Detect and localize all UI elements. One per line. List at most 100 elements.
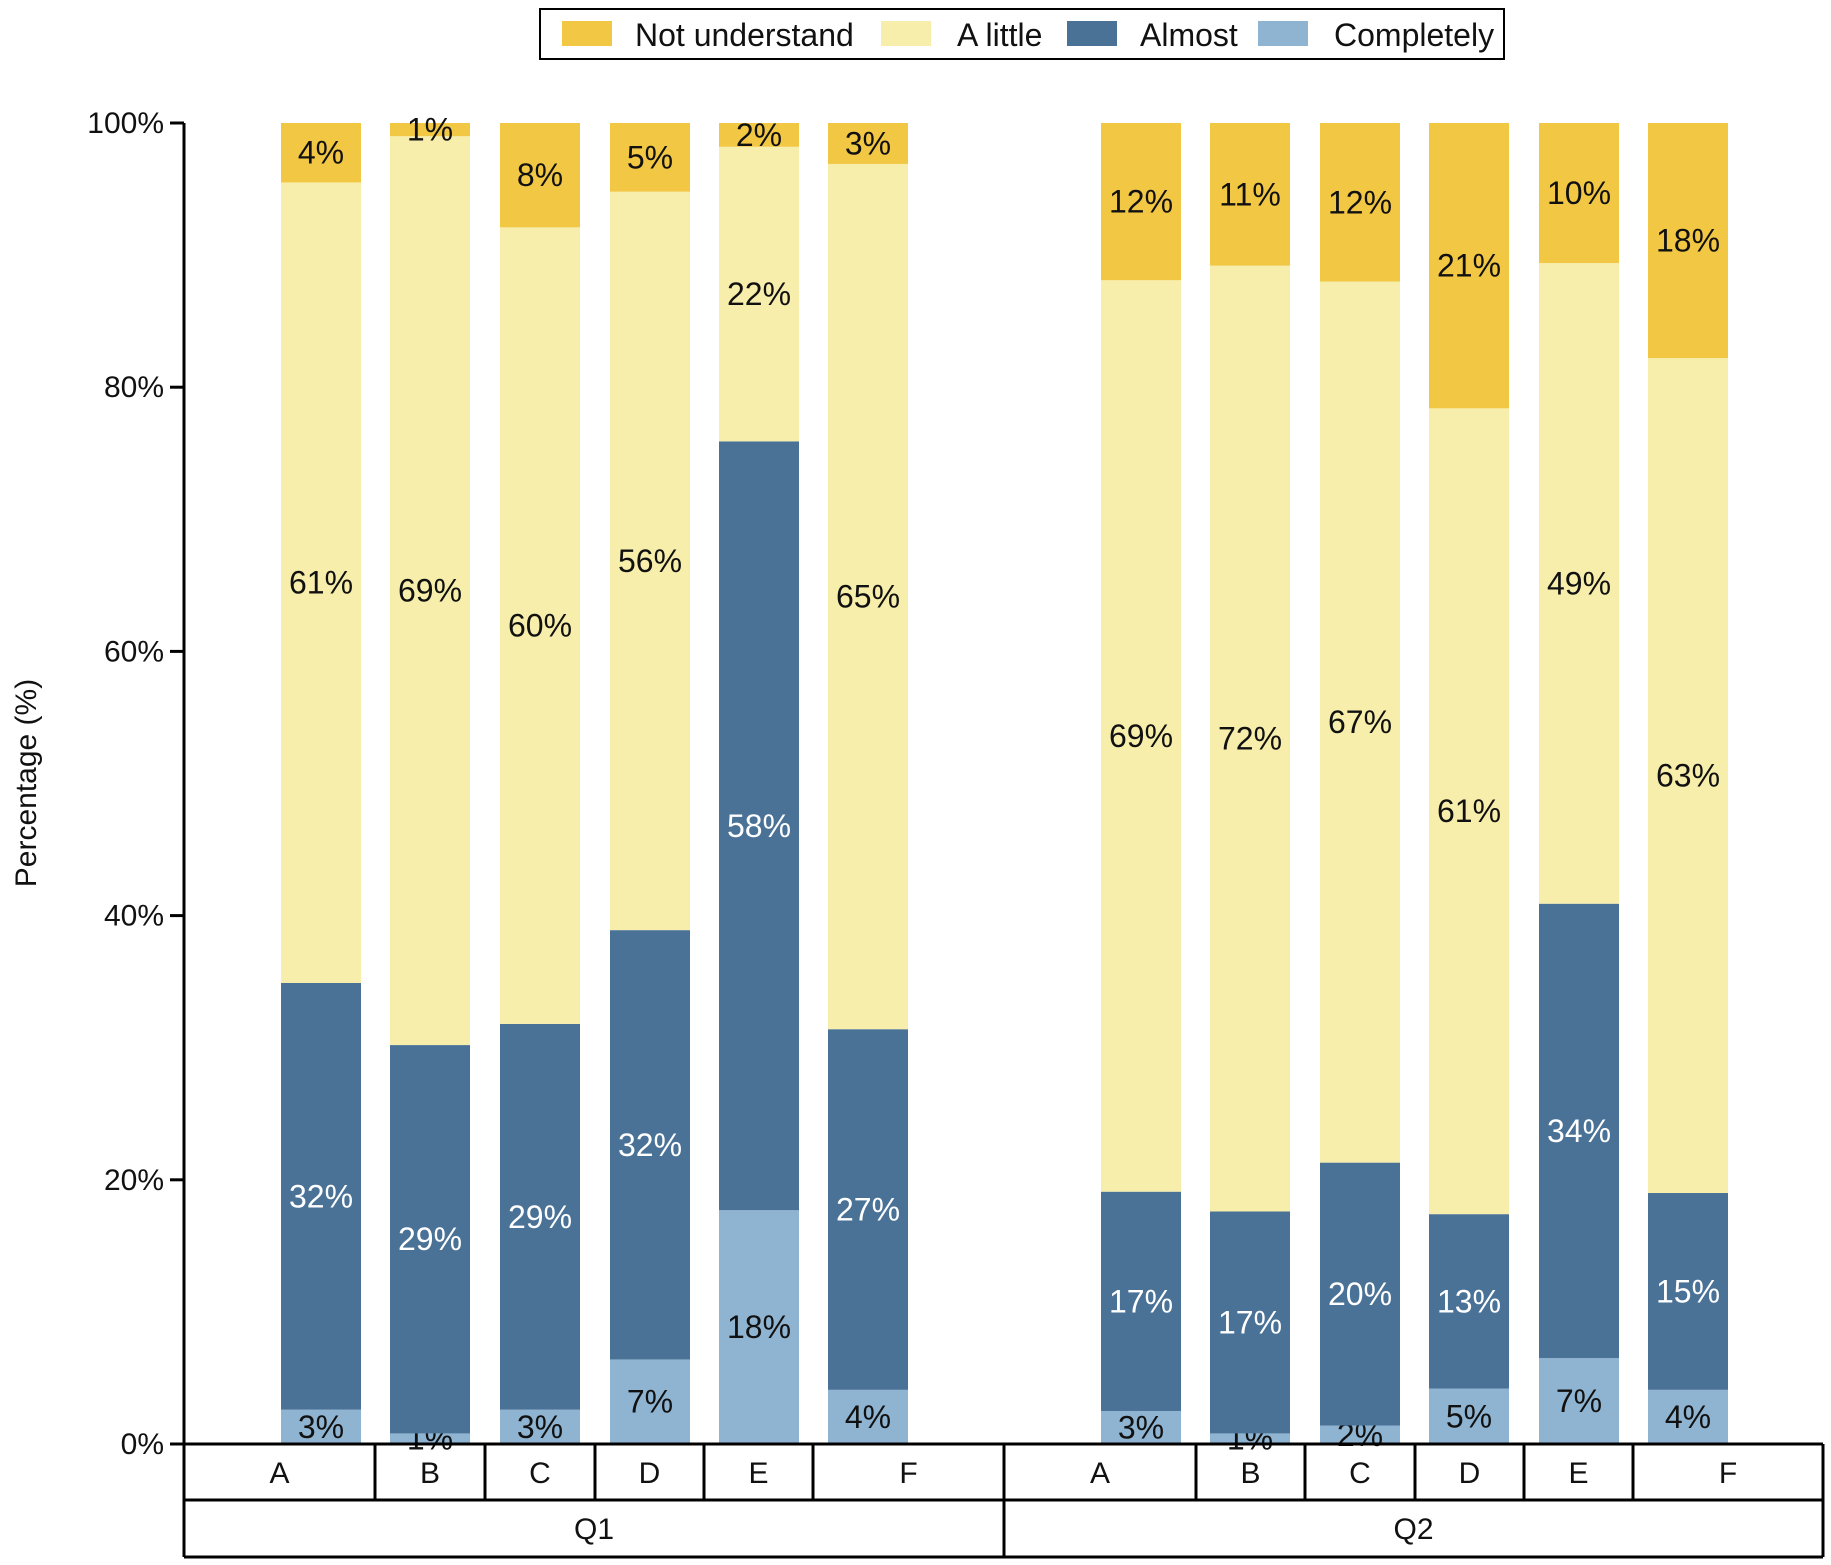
stacked-bar-q2-c: 2%20%67%12% <box>1320 123 1400 1453</box>
bar-segment-almost <box>828 1029 908 1390</box>
data-label: 20% <box>1328 1276 1392 1312</box>
bar-segment-not-understand <box>719 123 799 147</box>
x-axis-category-table: A B C D E F Q1 A B C D E F Q2 <box>182 1442 1825 1559</box>
data-label: 1% <box>407 112 453 148</box>
category-label: E <box>748 1457 768 1490</box>
legend-label: Almost <box>1140 17 1238 53</box>
bar-segment-a-little <box>828 163 908 1030</box>
data-label: 22% <box>727 276 791 312</box>
bar-segment-almost <box>1648 1193 1728 1390</box>
legend-swatch-a-little <box>881 21 931 46</box>
legend-swatch-almost <box>1067 21 1117 46</box>
data-label: 32% <box>289 1178 353 1214</box>
bar-segment-almost <box>1539 903 1619 1359</box>
data-label: 3% <box>298 1409 344 1445</box>
data-label: 4% <box>1665 1399 1711 1435</box>
bar-segment-completely <box>390 1433 470 1444</box>
data-label: 18% <box>1656 223 1720 259</box>
y-tick-label: 100% <box>87 107 164 140</box>
stacked-bar-q2-f: 4% 15% 63% 18% <box>1648 123 1728 1444</box>
bar-segment-almost <box>1320 1162 1400 1426</box>
bar-segment-completely <box>1539 1358 1619 1444</box>
category-label: A <box>1090 1457 1110 1490</box>
data-label: 61% <box>1437 793 1501 829</box>
data-label: 72% <box>1218 721 1282 757</box>
bar-segment-completely <box>1210 1433 1290 1444</box>
data-label: 15% <box>1656 1273 1720 1309</box>
y-axis: 0% 20% 40% 60% 80% 100% Percentage (%) <box>10 107 186 1461</box>
bar-segment-completely <box>719 1210 799 1444</box>
data-label: 67% <box>1328 704 1392 740</box>
bar-segment-a-little <box>1648 358 1728 1194</box>
stacked-bar-q1-c: 3% 29% 60% 8% <box>500 123 580 1445</box>
y-tick-label: 80% <box>104 371 164 404</box>
category-label: C <box>529 1457 551 1490</box>
group-label: Q2 <box>1393 1513 1433 1546</box>
stacked-bar-q2-d: 5% 13% 61% 21% <box>1429 123 1509 1444</box>
category-label: D <box>1459 1457 1481 1490</box>
bar-segment-completely <box>828 1389 908 1444</box>
stacked-bar-q2-e: 7% 34% 49% 10% <box>1539 123 1619 1444</box>
bar-segment-completely <box>610 1359 690 1444</box>
legend-box <box>539 8 1505 60</box>
bar-group-q1: 3%32%61%4%1%29%69%1%3%29%60%8%7%32%56%5%… <box>281 112 908 1457</box>
data-label: 7% <box>627 1384 673 1420</box>
category-label: C <box>1349 1457 1371 1490</box>
category-label: B <box>1240 1457 1260 1490</box>
data-label: 13% <box>1437 1283 1501 1319</box>
data-label: 3% <box>1118 1409 1164 1445</box>
bar-segment-a-little <box>719 146 799 442</box>
legend-swatch-completely <box>1258 21 1308 46</box>
data-label: 63% <box>1656 758 1720 794</box>
bar-segment-a-little <box>1101 280 1181 1192</box>
bar-segment-a-little <box>500 227 580 1024</box>
data-label: 56% <box>618 543 682 579</box>
bar-segment-not-understand <box>281 123 361 183</box>
bar-segment-almost <box>281 982 361 1410</box>
data-label: 5% <box>627 139 673 175</box>
data-label: 11% <box>1219 176 1281 212</box>
stacked-bar-q1-d: 7% 32% 56% 5% <box>610 123 690 1444</box>
bar-segment-a-little <box>281 182 361 983</box>
category-label: F <box>1719 1457 1737 1490</box>
stacked-bar-q2-a: 3% 17% 69% 12% <box>1101 123 1181 1445</box>
bar-segment-completely <box>1648 1389 1728 1444</box>
stacked-bar-q1-f: 4% 27% 65% 3% <box>828 123 908 1444</box>
data-label: 29% <box>508 1199 572 1235</box>
stacked-bar-q1-a: 3% 32% 61% 4% <box>281 123 361 1445</box>
bar-segment-completely <box>1101 1410 1181 1444</box>
bar-segment-almost <box>390 1045 470 1434</box>
group-label: Q1 <box>574 1513 614 1546</box>
stacked-bar-q1-b: 1%29%69%1% <box>390 112 470 1457</box>
bar-segment-not-understand <box>1210 123 1290 266</box>
y-tick-label: 0% <box>121 1428 164 1461</box>
data-label: 7% <box>1556 1383 1602 1419</box>
data-label: 18% <box>727 1309 791 1345</box>
legend-swatch-not-understand <box>562 21 612 46</box>
bar-segment-a-little <box>1539 263 1619 904</box>
data-label: 4% <box>845 1399 891 1435</box>
data-label: 65% <box>836 579 900 615</box>
bar-segment-a-little <box>610 191 690 931</box>
bar-segment-almost <box>610 930 690 1360</box>
bar-segment-not-understand <box>1101 123 1181 281</box>
bar-segment-completely <box>500 1409 580 1444</box>
legend-label: Completely <box>1334 17 1494 53</box>
bar-segment-not-understand <box>1320 123 1400 282</box>
bars-layer: 3%32%61%4%1%29%69%1%3%29%60%8%7%32%56%5%… <box>281 112 1728 1457</box>
data-label: 49% <box>1547 565 1611 601</box>
bar-segment-almost <box>1429 1214 1509 1389</box>
bar-segment-almost <box>1101 1191 1181 1411</box>
bar-segment-not-understand <box>1648 123 1728 359</box>
data-label: 61% <box>289 565 353 601</box>
data-label: 12% <box>1109 184 1173 220</box>
data-label: 3% <box>517 1409 563 1445</box>
data-label: 69% <box>1109 718 1173 754</box>
category-label: F <box>899 1457 917 1490</box>
legend: Not understand A little Almost Completely <box>539 8 1505 60</box>
category-label: B <box>420 1457 440 1490</box>
y-tick-label: 40% <box>104 900 164 933</box>
y-axis-title: Percentage (%) <box>10 679 43 887</box>
data-label: 8% <box>517 157 563 193</box>
data-label: 12% <box>1328 184 1392 220</box>
